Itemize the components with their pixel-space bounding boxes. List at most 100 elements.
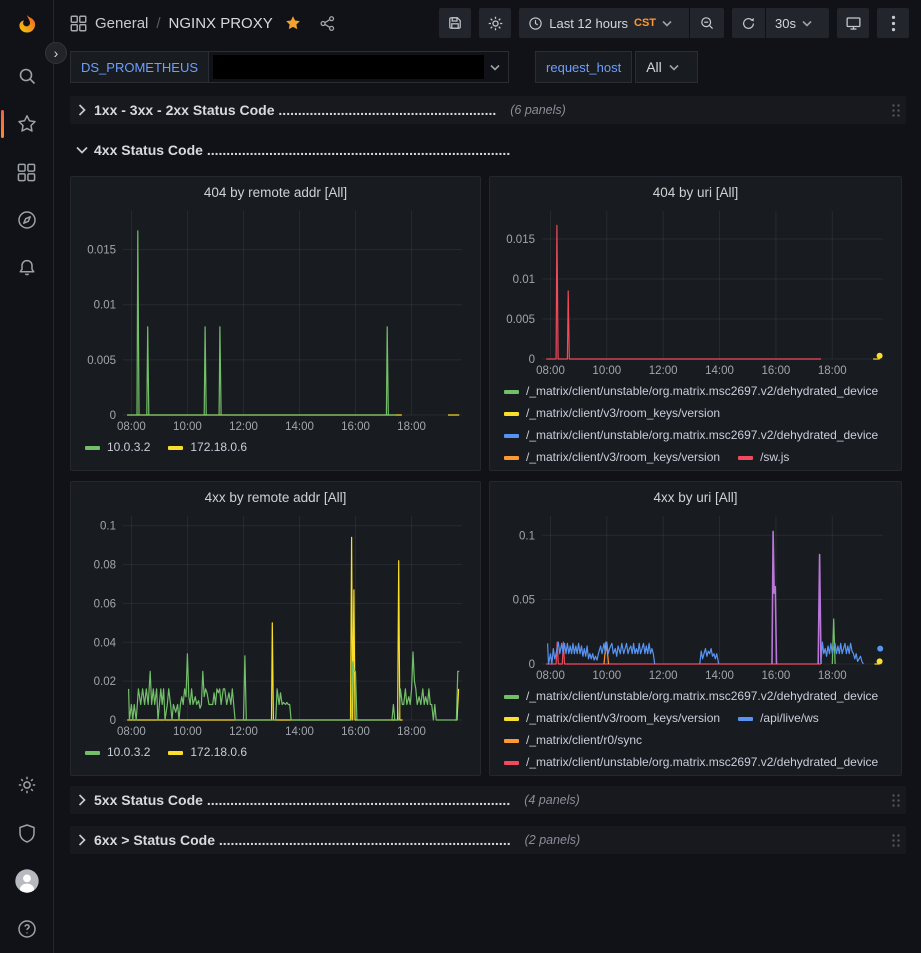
legend-item[interactable]: /api/live/ws	[738, 710, 819, 727]
variable-label-request-host[interactable]: request_host	[535, 51, 633, 83]
row-4xx[interactable]: 4xx Status Code ........................…	[70, 136, 906, 164]
save-icon	[449, 17, 462, 29]
legend-item[interactable]: /_matrix/client/v3/room_keys/version	[504, 405, 720, 422]
sidebar-expand-button[interactable]: ›	[45, 42, 67, 64]
legend-label: 172.18.0.6	[190, 745, 248, 759]
grafana-logo[interactable]	[0, 0, 53, 52]
legend-item[interactable]: /_matrix/client/unstable/org.matrix.msc2…	[504, 688, 878, 705]
zoom-out-time-button[interactable]	[689, 8, 724, 38]
legend-swatch	[504, 389, 519, 394]
row-panel-count: (2 panels)	[524, 833, 581, 847]
breadcrumb-folder[interactable]: General	[95, 14, 149, 32]
panel-title[interactable]: 404 by uri [All]	[652, 185, 739, 200]
legend-label: 10.0.3.2	[107, 440, 151, 454]
timeseries-chart[interactable]: 08:00 10:00 12:00 14:00 16:00 18:00 0 0.005 0.01…	[79, 203, 472, 435]
svg-text:16:00: 16:00	[762, 670, 791, 682]
row-1xx-3xx-2xx[interactable]: 1xx - 3xx - 2xx Status Code ............…	[70, 96, 906, 124]
svg-text:14:00: 14:00	[705, 365, 734, 377]
row-5xx[interactable]: 5xx Status Code ........................…	[70, 786, 906, 814]
svg-text:0.005: 0.005	[506, 314, 535, 326]
row-title: 6xx > Status Code ......................…	[94, 832, 511, 848]
save-dashboard-button[interactable]	[439, 8, 472, 38]
panel-title[interactable]: 4xx by remote addr [All]	[204, 490, 347, 505]
svg-text:18:00: 18:00	[818, 670, 847, 682]
chevron-right-icon	[74, 104, 90, 116]
legend-swatch	[504, 411, 519, 416]
share-icon[interactable]	[319, 15, 336, 32]
variable-selected-value: All	[646, 59, 662, 75]
refresh-interval-picker[interactable]: 30s	[765, 8, 829, 38]
legend-item[interactable]: /_matrix/client/unstable/org.matrix.msc2…	[504, 383, 878, 400]
row-title: 4xx Status Code ........................…	[94, 142, 511, 158]
legend-label: 172.18.0.6	[190, 440, 248, 454]
refresh-icon	[743, 17, 755, 29]
grafana-logo-icon	[18, 15, 35, 33]
svg-text:0: 0	[529, 659, 535, 671]
svg-text:0.1: 0.1	[100, 521, 116, 533]
svg-text:0.01: 0.01	[513, 274, 535, 286]
legend-swatch	[168, 750, 184, 755]
dashboard-title[interactable]: NGINX PROXY	[168, 14, 273, 32]
panel-title[interactable]: 404 by remote addr [All]	[203, 185, 348, 200]
row-drag-handle[interactable]	[891, 832, 900, 848]
variable-label-ds-prometheus[interactable]: DS_PROMETHEUS	[70, 51, 210, 83]
chart-legend: 10.0.3.2 172.18.0.6	[79, 740, 472, 775]
variable-value-ds-prometheus[interactable]	[209, 51, 510, 83]
row-drag-handle[interactable]	[891, 792, 900, 808]
more-options-button[interactable]	[877, 8, 909, 38]
apps-grid-icon	[17, 163, 36, 181]
sidebar-item-server-admin[interactable]	[0, 809, 53, 857]
legend-item[interactable]: 172.18.0.6	[168, 744, 247, 761]
sidebar-item-configuration[interactable]	[0, 761, 53, 809]
svg-text:08:00: 08:00	[117, 421, 146, 433]
sidebar-item-dashboards[interactable]	[0, 148, 53, 196]
top-header: General / NGINX PROXY Last 12 hours CST	[54, 0, 921, 46]
sidebar-item-alerting[interactable]	[0, 244, 53, 292]
time-range-picker[interactable]: Last 12 hours CST	[519, 8, 689, 38]
refresh-button[interactable]	[732, 8, 765, 38]
row-6xx[interactable]: 6xx > Status Code ......................…	[70, 826, 906, 854]
legend-item[interactable]: 10.0.3.2	[85, 744, 150, 761]
svg-text:0: 0	[110, 715, 116, 727]
legend-item[interactable]: /sw.js	[738, 449, 789, 466]
sidebar-item-search[interactable]	[0, 52, 53, 100]
sidebar-item-explore[interactable]	[0, 196, 53, 244]
dashboard-settings-button[interactable]	[479, 8, 512, 38]
tv-mode-button[interactable]	[837, 8, 869, 38]
favorite-star-icon[interactable]	[285, 15, 301, 31]
panel-title[interactable]: 4xx by uri [All]	[653, 490, 738, 505]
legend-item[interactable]: /_matrix/client/v3/room_keys/version	[504, 710, 720, 727]
legend-swatch	[738, 716, 754, 721]
svg-text:18:00: 18:00	[818, 365, 847, 377]
legend-swatch	[504, 738, 519, 743]
chevron-down-icon	[74, 146, 90, 154]
legend-item[interactable]: /_matrix/client/unstable/org.matrix.msc2…	[504, 427, 878, 444]
svg-text:0.1: 0.1	[519, 530, 535, 542]
sidebar-item-help[interactable]	[0, 905, 53, 953]
panel-grid: 404 by remote addr [All] 08:00 10:00 12:00…	[70, 176, 906, 776]
chevron-down-icon	[490, 64, 500, 71]
variable-value-request-host[interactable]: All	[635, 51, 698, 83]
legend-item[interactable]: /_matrix/client/unstable/org.matrix.msc2…	[504, 754, 878, 771]
row-drag-handle[interactable]	[891, 102, 900, 118]
panel-404-by-uri: 404 by uri [All] 08:00 10:00 12:00 14:00 16:…	[489, 176, 902, 471]
compass-icon	[17, 211, 36, 229]
svg-text:08:00: 08:00	[536, 365, 565, 377]
sidebar-item-profile[interactable]	[0, 857, 53, 905]
sidebar-item-starred[interactable]	[0, 100, 53, 148]
timezone-label: CST	[634, 17, 657, 29]
legend-item[interactable]: /_matrix/client/v3/room_keys/version	[504, 449, 720, 466]
svg-text:0.06: 0.06	[94, 598, 116, 610]
legend-item[interactable]: /_matrix/client/r0/sync	[504, 732, 642, 749]
legend-item[interactable]: 172.18.0.6	[168, 439, 247, 456]
dashboard-variables-row: DS_PROMETHEUS request_host All	[54, 46, 921, 88]
toolbar: Last 12 hours CST 30s	[439, 8, 909, 38]
timeseries-chart[interactable]: 08:00 10:00 12:00 14:00 16:00 18:00 0 0.05 0.1	[498, 508, 893, 684]
timeseries-chart[interactable]: 08:00 10:00 12:00 14:00 16:00 18:00 0 0.005 0.01…	[498, 203, 893, 379]
zoom-out-icon	[701, 17, 714, 30]
svg-text:18:00: 18:00	[397, 726, 426, 738]
timeseries-chart[interactable]: 08:00 10:00 12:00 14:00 16:00 18:00 0 0.02 0.04 0…	[79, 508, 472, 740]
legend-swatch	[85, 750, 100, 755]
legend-item[interactable]: 10.0.3.2	[85, 439, 150, 456]
